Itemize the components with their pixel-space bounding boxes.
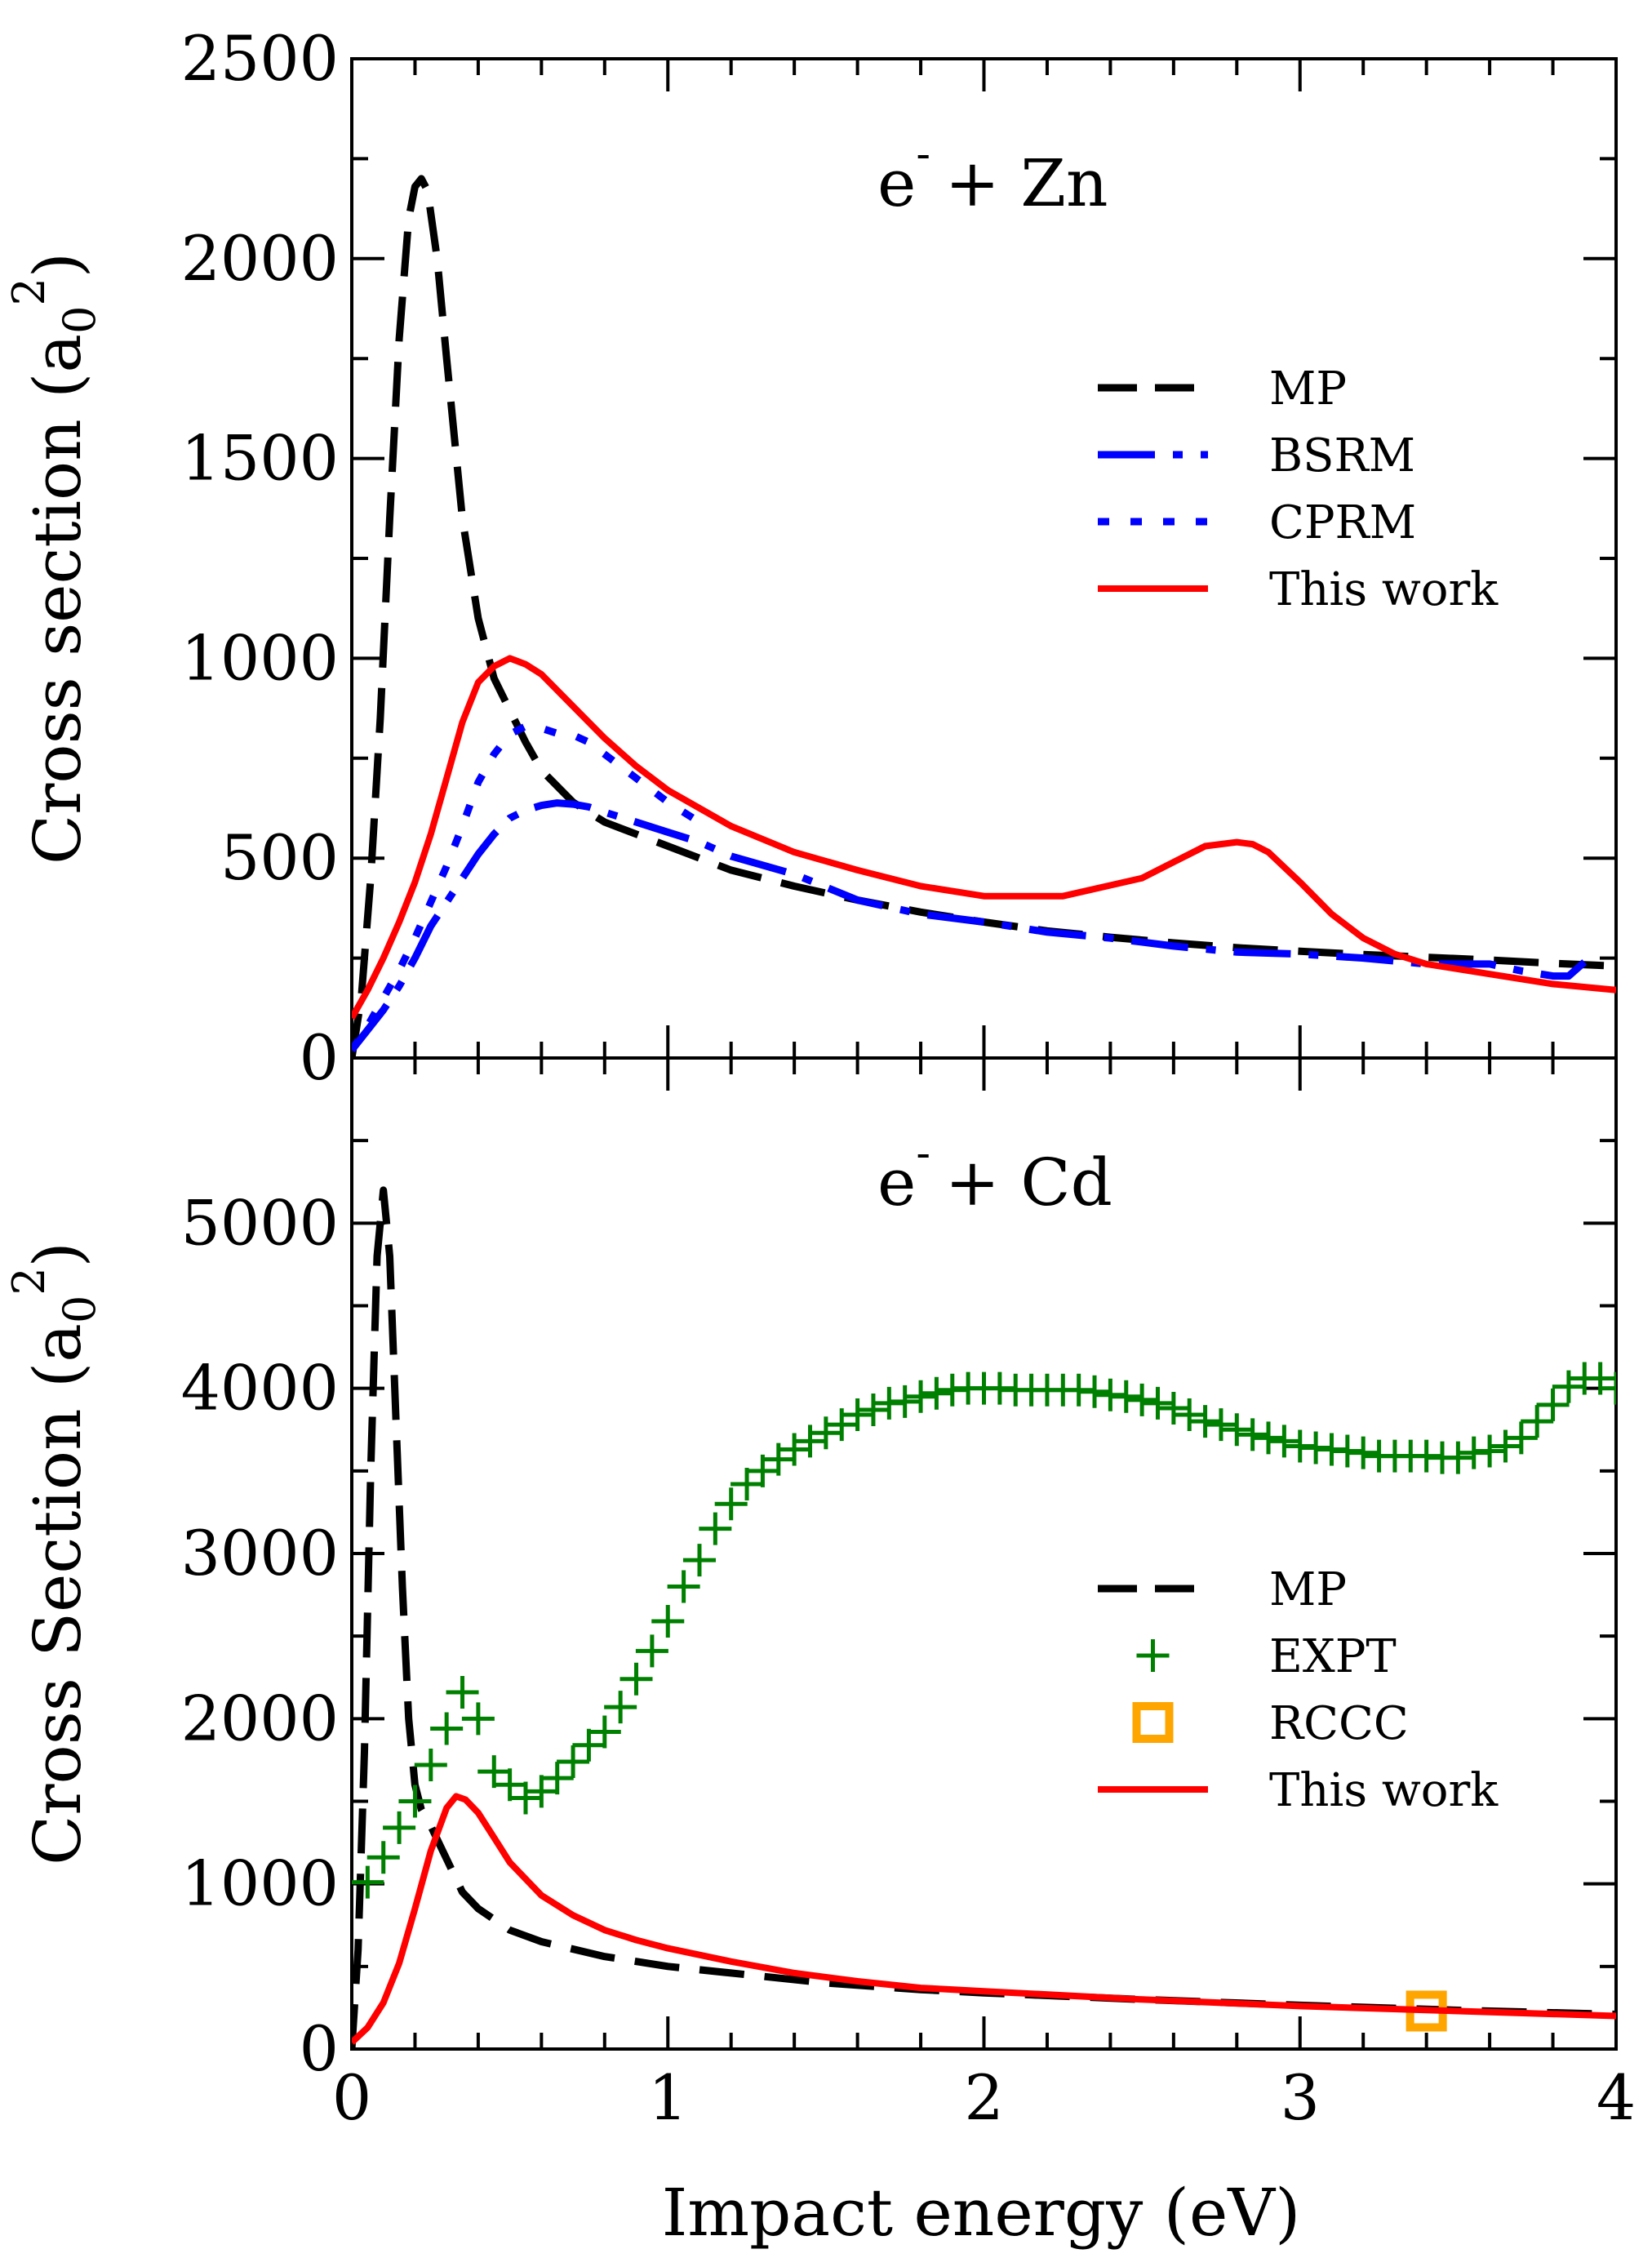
y-tick-label-zn: 2000 [181,222,339,295]
legend-label-mp: MP [1269,1563,1347,1616]
y-axis-label-cd: Cross Section (a02) [3,1242,105,1865]
x-tick-label: 0 [332,2061,371,2134]
y-tick-label-zn: 1000 [181,621,339,694]
expt-point [809,1416,842,1450]
data-layer-cd [352,1186,1616,2049]
legend-cd: MP EXPT RCCC This work [1098,1563,1499,1817]
series-this-work-line-cd [352,1793,1616,2045]
expt-point [856,1393,890,1426]
series-mp-line-cd [352,1186,1616,2049]
expt-point [1504,1421,1538,1455]
expt-point [1204,1408,1237,1442]
y-tick-label-zn: 1500 [181,422,339,495]
expt-point [920,1376,953,1410]
legend-swatch-rccc [1132,1702,1174,1743]
series-cprm-line-zn [352,722,702,1052]
expt-point [572,1728,606,1762]
expt-point [525,1775,558,1808]
series-bsrm-line-zn [352,799,1588,1052]
expt-point [1552,1370,1585,1403]
expt-point [493,1768,526,1802]
data-layer-zn [352,175,1616,1058]
y-tick-label-cd: 2000 [181,1682,339,1754]
expt-point [651,1604,685,1638]
expt-point [383,1811,416,1844]
legend-swatch-expt [1136,1639,1170,1672]
x-tick-label: 4 [1596,2061,1636,2134]
expt-point [904,1380,938,1413]
legend-label-expt: EXPT [1269,1630,1397,1683]
series-mp-line-zn [352,175,1616,1058]
expt-point [793,1425,827,1458]
expt-point [430,1712,464,1745]
panel-cd: 0 1000 2000 3000 4000 5000 0 1 2 3 4 Cross Section … [3,1056,1636,2134]
x-tick-label: 1 [648,2061,687,2134]
expt-point [1347,1436,1380,1469]
expt-point [588,1715,621,1749]
expt-point [888,1385,921,1418]
x-tick-label: 3 [1281,2061,1320,2134]
x-axis-label: Impact energy (eV) [662,2175,1301,2251]
expt-point [620,1662,653,1696]
legend-label-this-work: This work [1269,563,1499,616]
expt-point [1109,1380,1143,1413]
legend-label-rccc: RCCC [1269,1697,1409,1750]
y-tick-label-cd: 1000 [181,1847,339,1920]
expt-point [1078,1375,1112,1408]
expt-point [682,1544,716,1577]
expt-point [1489,1429,1522,1463]
expt-point [635,1634,668,1668]
panel-title-cd: e- + Cd [877,1129,1112,1220]
legend-label-mp: MP [1269,362,1347,416]
expt-point [1220,1413,1254,1447]
expt-point [1473,1434,1507,1468]
expt-point [1268,1425,1301,1458]
y-tick-label-cd: 3000 [181,1517,339,1589]
y-tick-label-cd: 0 [300,2012,339,2085]
legend-label-cprm: CPRM [1269,496,1416,549]
expt-point [461,1702,495,1736]
expt-point [366,1841,400,1874]
expt-point [1188,1405,1222,1438]
y-tick-label-cd: 4000 [181,1352,339,1425]
panel-zn: 0 500 1000 1500 2000 2500 Cross section (a02) e… [3,22,1618,1094]
y-tick-label-zn: 0 [300,1021,339,1094]
expt-point [731,1468,764,1501]
expt-point [699,1512,732,1545]
expt-point [1252,1421,1286,1455]
expt-point [352,1865,384,1899]
legend-label-this-work: This work [1269,1764,1499,1817]
legend-label-bsrm: BSRM [1269,429,1415,482]
expt-point [477,1755,511,1789]
expt-point [714,1487,748,1521]
expt-point [1441,1441,1475,1474]
expt-point [1173,1398,1206,1432]
expt-point [1236,1418,1269,1451]
expt-point [508,1781,542,1815]
expt-point [446,1675,479,1709]
expt-point [398,1785,432,1818]
y-axis-label-zn: Cross section (a02) [3,252,105,865]
expt-point [1536,1388,1570,1421]
series-this-work-line-zn [352,655,1616,1020]
panel-title-zn: e- + Zn [877,130,1108,221]
expt-point [1521,1405,1554,1438]
expt-point [604,1691,637,1724]
expt-point [841,1398,874,1432]
y-tick-label-zn: 2500 [181,22,339,95]
expt-point [1600,1371,1616,1405]
expt-point [667,1570,700,1603]
expt-point [557,1745,590,1778]
expt-point [1141,1386,1175,1420]
expt-point [1157,1391,1190,1425]
legend-zn: MP BSRM CPRM This work [1098,362,1499,616]
expt-point [540,1762,574,1795]
expt-point [1126,1383,1159,1416]
expt-point [414,1748,447,1781]
y-tick-label-zn: 500 [220,821,339,894]
y-tick-label-cd: 5000 [181,1186,339,1259]
x-tick-label: 2 [964,2061,1003,2134]
expt-point [778,1433,811,1466]
